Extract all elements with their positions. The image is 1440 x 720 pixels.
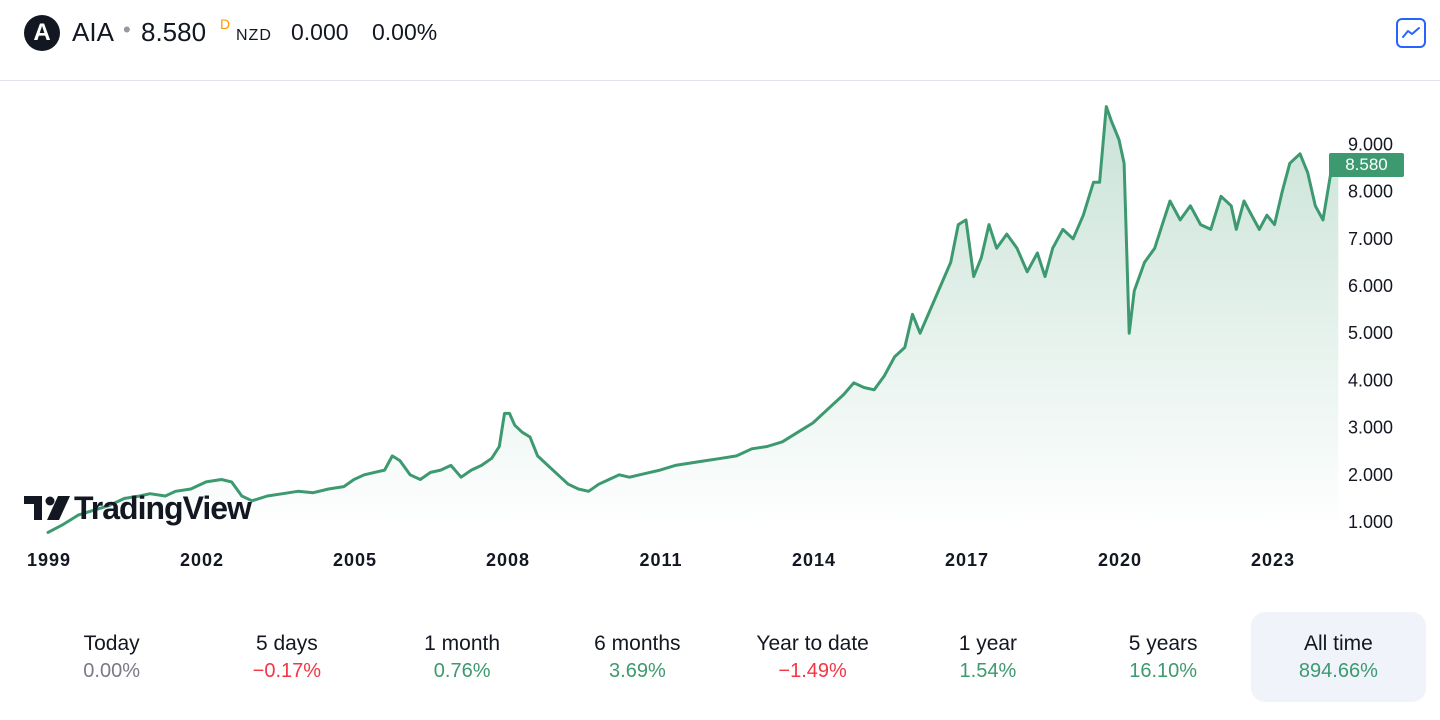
price-change: 0.000 <box>291 19 349 45</box>
x-tick-label: 2023 <box>1251 550 1295 570</box>
y-tick-label: 9.000 <box>1348 134 1393 154</box>
period-change: −0.17% <box>252 659 322 682</box>
x-tick-label: 2011 <box>639 550 682 570</box>
currency-code: NZD <box>236 27 272 44</box>
y-tick-label: 4.000 <box>1348 370 1393 390</box>
price-line <box>46 105 1340 534</box>
delayed-data-flag[interactable]: D <box>220 16 231 32</box>
y-tick-label: 2.000 <box>1348 465 1393 485</box>
last-price: 8.580 <box>141 17 207 47</box>
period-change: 0.00% <box>83 659 140 682</box>
y-tick-label: 5.000 <box>1348 323 1393 343</box>
y-tick-label: 8.000 <box>1348 182 1393 202</box>
watermark-text: TradingView <box>74 490 252 526</box>
symbol-name[interactable]: AIA <box>72 17 114 47</box>
y-axis: 1.000 2.000 3.000 4.000 5.000 6.000 7.000 8.000… <box>1348 134 1393 532</box>
period-label: 1 month <box>424 631 501 655</box>
period-label: All time <box>1303 631 1373 655</box>
performance-periods: Today 0.00% 5 days −0.17% 1 month 0.76% … <box>24 612 1426 702</box>
period-5-days[interactable]: 5 days −0.17% <box>199 612 374 702</box>
y-tick-label: 6.000 <box>1348 276 1393 296</box>
y-tick-label: 1.000 <box>1348 512 1393 532</box>
tradingview-watermark: TradingView <box>24 490 252 527</box>
period-today[interactable]: Today 0.00% <box>24 612 199 702</box>
period-change: 894.66% <box>1298 659 1378 682</box>
period-change: 3.69% <box>609 659 666 682</box>
period-1-month[interactable]: 1 month 0.76% <box>375 612 550 702</box>
period-5-years[interactable]: 5 years 16.10% <box>1076 612 1251 702</box>
y-tick-label: 3.000 <box>1348 418 1393 438</box>
x-tick-label: 2020 <box>1098 550 1142 570</box>
period-1-year[interactable]: 1 year 1.54% <box>900 612 1075 702</box>
period-change: 16.10% <box>1129 659 1198 682</box>
price-area-fill <box>48 106 1339 533</box>
tradingview-logo-icon <box>24 495 70 520</box>
company-logo: A <box>24 15 60 51</box>
separator-dot: • <box>123 17 131 42</box>
period-6-months[interactable]: 6 months 3.69% <box>550 612 725 702</box>
period-all-time[interactable]: All time 894.66% <box>1250 612 1426 702</box>
last-price-label: 8.580 <box>1329 153 1404 177</box>
period-change: 0.76% <box>433 659 491 682</box>
period-label: Year to date <box>756 631 869 655</box>
period-change: 1.54% <box>959 659 1017 682</box>
line-chart-icon <box>1402 27 1420 38</box>
x-tick-label: 2008 <box>486 550 530 570</box>
x-axis: 1999 2002 2005 2008 2011 2014 2017 2020 2023 <box>27 550 1295 570</box>
x-tick-label: 2017 <box>945 550 989 570</box>
period-label: 5 days <box>255 631 318 655</box>
x-tick-label: 1999 <box>27 550 71 570</box>
symbol-header: A AIA • 8.580 D NZD 0.000 0.00% <box>0 0 1440 81</box>
price-change-percent: 0.00% <box>372 19 438 45</box>
x-tick-label: 2002 <box>180 550 224 570</box>
period-label: 1 year <box>958 631 1018 655</box>
y-tick-label: 7.000 <box>1348 229 1393 249</box>
period-change: −1.49% <box>778 659 847 682</box>
price-chart[interactable]: 1.000 2.000 3.000 4.000 5.000 6.000 7.000 8.000… <box>0 82 1440 590</box>
period-label: Today <box>83 631 140 655</box>
x-tick-label: 2014 <box>792 550 836 570</box>
period-label: 5 years <box>1128 631 1198 655</box>
x-tick-label: 2005 <box>333 550 377 570</box>
period-year-to-date[interactable]: Year to date −1.49% <box>725 612 900 702</box>
period-label: 6 months <box>594 631 681 655</box>
open-chart-button[interactable] <box>1396 18 1426 48</box>
